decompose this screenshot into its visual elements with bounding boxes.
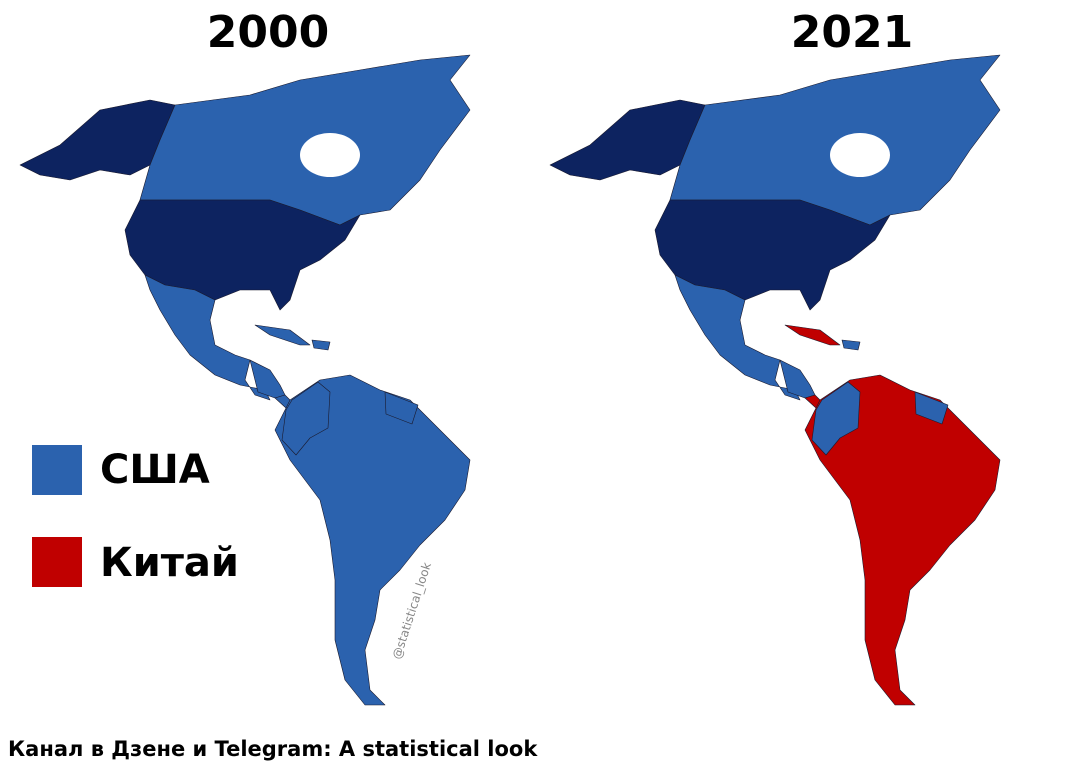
canada (669, 54, 1001, 226)
hispaniola (311, 339, 331, 351)
watermark: @statistical_look (390, 561, 435, 661)
colombia (281, 381, 331, 456)
mexico (674, 274, 801, 401)
hispaniola (841, 339, 861, 351)
map-2000 (19, 54, 471, 706)
guianas (914, 391, 949, 425)
cuba (784, 324, 841, 346)
title-2000: 2000 (207, 7, 329, 58)
hudson-bay (830, 133, 890, 177)
cuba (254, 324, 311, 346)
footer: Канал в Дзене и Telegram: A statistical … (8, 737, 538, 761)
canada (139, 54, 471, 226)
mexico (144, 274, 271, 401)
colombia (811, 381, 861, 456)
legend-label: США (100, 447, 210, 493)
map-2021 (549, 54, 1001, 706)
legend-swatch (32, 537, 82, 587)
legend-label: Китай (100, 540, 239, 586)
hudson-bay (300, 133, 360, 177)
guianas (384, 391, 419, 425)
legend-swatch (32, 445, 82, 495)
title-2021: 2021 (791, 7, 913, 58)
